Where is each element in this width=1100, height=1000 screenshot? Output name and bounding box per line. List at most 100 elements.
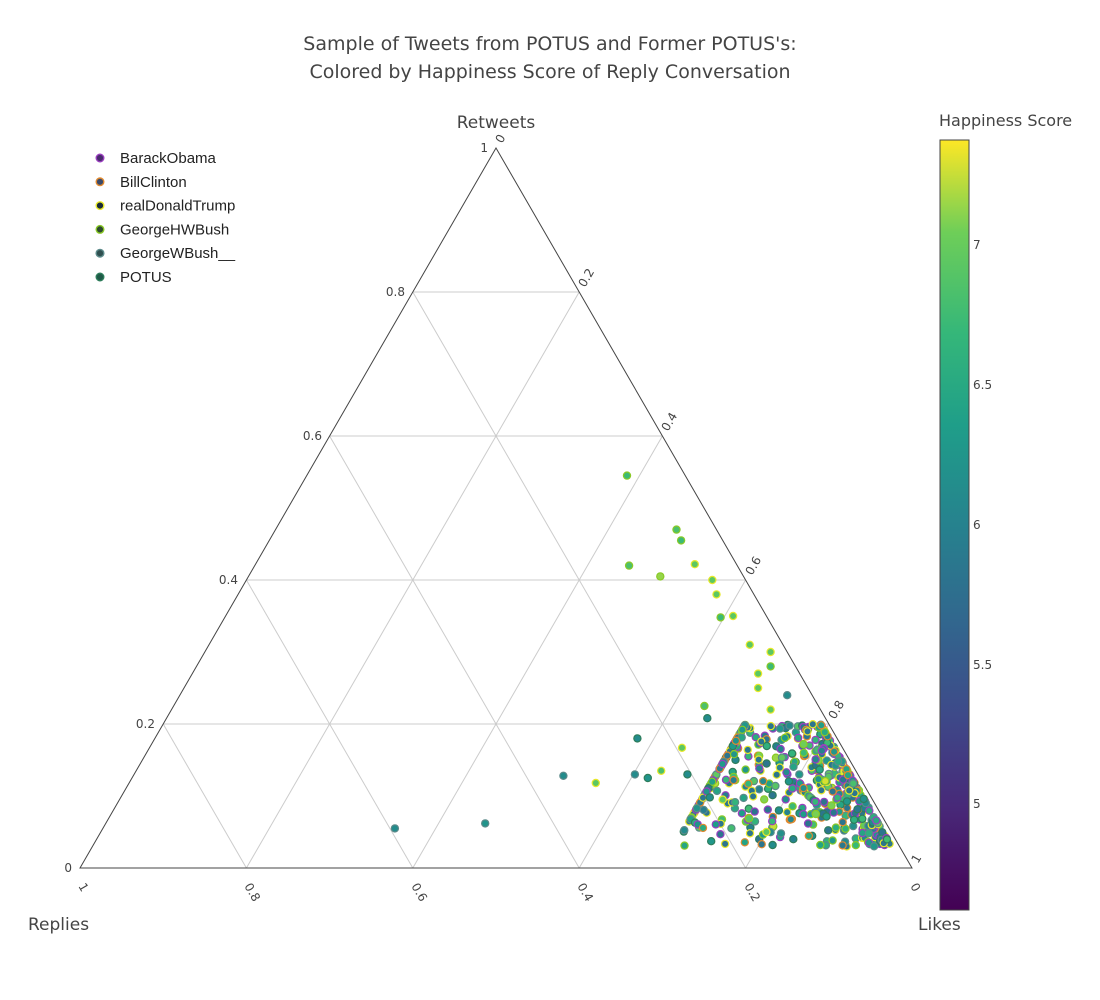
tweet-point[interactable]: [762, 827, 771, 837]
tweet-point[interactable]: [845, 786, 854, 795]
tweet-point[interactable]: [816, 840, 825, 850]
tweet-point[interactable]: [811, 797, 820, 807]
tweet-point[interactable]: [672, 525, 681, 534]
tweet-point[interactable]: [838, 817, 847, 827]
tweet-point[interactable]: [760, 795, 769, 804]
tweet-point[interactable]: [705, 793, 715, 802]
tweet-point[interactable]: [775, 724, 785, 733]
tweet-point[interactable]: [721, 775, 731, 785]
tweet-point[interactable]: [776, 829, 786, 838]
tweet-point[interactable]: [745, 829, 755, 838]
tweet-point[interactable]: [559, 771, 568, 781]
tweet-point[interactable]: [757, 737, 766, 746]
tweet-point[interactable]: [753, 683, 763, 693]
tweet-point[interactable]: [766, 662, 775, 671]
tweet-point[interactable]: [869, 842, 879, 851]
tweet-point[interactable]: [751, 733, 761, 742]
tweet-point[interactable]: [843, 770, 853, 780]
tweet-point[interactable]: [755, 764, 764, 773]
tweet-point[interactable]: [782, 768, 791, 777]
tweet-point[interactable]: [762, 741, 772, 751]
tweet-point[interactable]: [755, 785, 764, 794]
tweet-point[interactable]: [677, 743, 687, 753]
tweet-point[interactable]: [711, 820, 721, 829]
tweet-point[interactable]: [784, 777, 794, 786]
legend-item-POTUS[interactable]: POTUS: [95, 269, 172, 286]
tweet-point[interactable]: [744, 779, 753, 788]
tweet-point[interactable]: [814, 774, 823, 784]
tweet-point[interactable]: [698, 823, 708, 833]
tweet-point[interactable]: [753, 669, 763, 678]
tweet-point[interactable]: [817, 721, 826, 730]
tweet-point[interactable]: [858, 814, 867, 824]
tweet-point[interactable]: [692, 804, 702, 813]
tweet-point[interactable]: [872, 816, 881, 825]
tweet-point[interactable]: [829, 747, 839, 756]
tweet-point[interactable]: [864, 829, 874, 838]
tweet-point[interactable]: [787, 749, 797, 758]
tweet-point[interactable]: [741, 765, 750, 774]
tweet-point[interactable]: [728, 611, 738, 621]
tweet-point[interactable]: [750, 807, 759, 816]
tweet-point[interactable]: [739, 793, 748, 803]
tweet-point[interactable]: [481, 819, 490, 828]
tweet-point[interactable]: [828, 787, 837, 796]
tweet-point[interactable]: [824, 826, 833, 835]
tweet-point[interactable]: [758, 776, 768, 786]
tweet-point[interactable]: [799, 739, 808, 749]
tweet-point[interactable]: [780, 733, 790, 743]
tweet-point[interactable]: [700, 701, 709, 711]
tweet-point[interactable]: [774, 806, 784, 815]
tweet-point[interactable]: [771, 781, 780, 791]
tweet-point[interactable]: [777, 753, 787, 762]
tweet-point[interactable]: [833, 793, 842, 802]
tweet-point[interactable]: [703, 714, 712, 723]
tweet-point[interactable]: [768, 840, 777, 850]
tweet-point[interactable]: [680, 826, 689, 835]
tweet-point[interactable]: [630, 770, 640, 779]
tweet-point[interactable]: [748, 792, 758, 801]
tweet-point[interactable]: [712, 786, 722, 796]
tweet-point[interactable]: [727, 824, 736, 833]
tweet-point[interactable]: [690, 560, 700, 569]
tweet-point[interactable]: [803, 727, 812, 736]
tweet-point[interactable]: [766, 705, 775, 714]
tweet-point[interactable]: [789, 835, 798, 844]
tweet-point[interactable]: [776, 744, 785, 754]
tweet-point[interactable]: [738, 725, 747, 735]
tweet-point[interactable]: [643, 773, 653, 783]
tweet-point[interactable]: [657, 766, 666, 776]
tweet-point[interactable]: [811, 755, 820, 764]
tweet-point[interactable]: [624, 561, 634, 570]
legend-item-BarackObama[interactable]: BarackObama: [95, 150, 217, 167]
tweet-point[interactable]: [817, 746, 827, 755]
tweet-point[interactable]: [781, 795, 790, 804]
tweet-point[interactable]: [729, 750, 739, 759]
tweet-point[interactable]: [744, 814, 754, 823]
tweet-point[interactable]: [390, 824, 400, 833]
tweet-point[interactable]: [799, 783, 808, 793]
tweet-point[interactable]: [799, 810, 808, 819]
tweet-point[interactable]: [676, 536, 686, 545]
tweet-point[interactable]: [754, 755, 763, 764]
tweet-point[interactable]: [819, 797, 829, 807]
tweet-point[interactable]: [737, 809, 747, 818]
tweet-point[interactable]: [788, 784, 797, 793]
tweet-point[interactable]: [762, 759, 771, 768]
tweet-point[interactable]: [772, 770, 781, 779]
tweet-point[interactable]: [720, 839, 730, 849]
tweet-point[interactable]: [768, 817, 777, 826]
legend-item-GeorgeHWBush[interactable]: GeorgeHWBush: [95, 221, 229, 238]
tweet-point[interactable]: [865, 806, 874, 815]
tweet-point[interactable]: [853, 805, 862, 814]
tweet-point[interactable]: [708, 575, 717, 585]
tweet-point[interactable]: [799, 748, 809, 758]
tweet-point[interactable]: [783, 691, 792, 700]
tweet-point[interactable]: [815, 765, 824, 774]
tweet-point[interactable]: [633, 734, 642, 743]
tweet-point[interactable]: [757, 840, 766, 849]
tweet-point[interactable]: [851, 841, 861, 850]
tweet-point[interactable]: [763, 805, 773, 814]
tweet-point[interactable]: [766, 721, 776, 731]
tweet-point[interactable]: [743, 745, 753, 755]
